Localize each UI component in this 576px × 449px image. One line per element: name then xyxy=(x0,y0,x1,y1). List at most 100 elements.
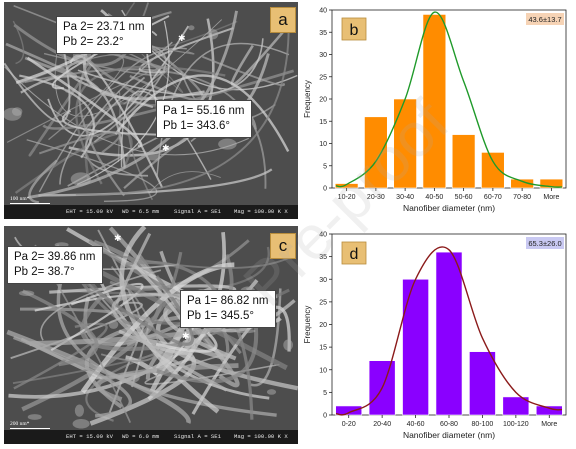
fiber-bead xyxy=(27,414,42,420)
stat-label: 65.3±26.0 xyxy=(528,239,561,248)
sem-footer-a: EHT = 15.00 kV WD = 6.5 mm Signal A = SE… xyxy=(4,205,298,219)
footer-signal: Signal A = SE1 xyxy=(174,433,221,440)
x-tick-label: 40-50 xyxy=(425,194,443,201)
scale-bar-c: 200 nm* xyxy=(10,421,50,429)
scale-label: 200 nm* xyxy=(10,421,30,427)
x-tick-label: 100-120 xyxy=(503,421,529,428)
y-tick-label: 10 xyxy=(319,367,327,374)
y-tick-label: 15 xyxy=(319,345,327,352)
histogram-bar xyxy=(402,278,429,416)
fiber-strand xyxy=(111,292,228,392)
fiber-strand xyxy=(19,54,125,141)
annotation-a-top: Pa 2= 23.71 nm Pb 2= 23.2° xyxy=(56,16,152,54)
histogram-d: 0 5 10 15 20 25 30 35 40 0-20 20-40 40-60 60-80 80-10… xyxy=(300,224,576,449)
measure-marker-icon: ✱ xyxy=(178,33,186,43)
x-axis-label: Nanofiber diameter (nm) xyxy=(403,430,495,440)
x-tick-label: 50-60 xyxy=(455,194,473,201)
annotation-line: Pa 2= 23.71 nm xyxy=(63,21,145,33)
y-tick-label: 25 xyxy=(319,299,327,306)
x-tick-label: 0-20 xyxy=(342,421,356,428)
fiber-bead xyxy=(18,290,35,296)
y-tick-label: 5 xyxy=(323,390,327,397)
scale-bar-a: 100 nm* xyxy=(10,196,50,204)
x-tick-label: 20-40 xyxy=(373,421,391,428)
fiber-strand xyxy=(22,289,99,367)
histogram-bar xyxy=(422,14,447,189)
fiber-bead xyxy=(233,328,256,334)
histogram-bar xyxy=(451,134,476,189)
y-tick-label: 40 xyxy=(319,8,327,15)
annotation-a-bottom: Pa 1= 55.16 nm Pb 1= 343.6° xyxy=(156,100,252,138)
y-tick-label: 0 xyxy=(323,413,327,420)
fiber-bead xyxy=(70,172,92,186)
measure-marker-icon: ✱ xyxy=(182,331,190,341)
fiber-strand xyxy=(155,331,218,353)
fiber-strand xyxy=(20,75,126,168)
x-tick-label: More xyxy=(543,194,559,201)
annotation-c-bottom: Pa 1= 86.82 nm Pb 1= 345.5° xyxy=(180,290,276,328)
fiber-strand xyxy=(64,265,195,346)
fiber-bead xyxy=(283,339,294,351)
x-axis-label: Nanofiber diameter (nm) xyxy=(403,203,495,213)
panel-letter-box xyxy=(341,241,367,265)
fiber-strand xyxy=(54,19,223,117)
fiber-bead xyxy=(100,91,116,97)
y-tick-label: 10 xyxy=(319,141,327,148)
fiber-strand xyxy=(77,38,264,96)
panel-letter: b xyxy=(350,22,359,39)
annotation-line: Pb 1= 345.5° xyxy=(187,310,254,322)
y-tick-label: 40 xyxy=(319,232,327,239)
fiber-strand xyxy=(26,56,143,148)
sem-footer-c: EHT = 15.00 kV WD = 6.0 mm Signal A = SE… xyxy=(4,430,298,444)
stat-label: 43.6±13.7 xyxy=(528,15,561,24)
fiber-strand xyxy=(38,131,121,155)
x-tick-label: 30-40 xyxy=(396,194,414,201)
annotation-line: Pb 2= 38.7° xyxy=(14,266,75,278)
footer-wd: WD = 6.0 mm xyxy=(122,433,159,440)
fiber-strand xyxy=(59,41,173,185)
x-tick-label: More xyxy=(541,421,557,428)
sem-image-c: Pa 2= 39.86 nm Pb 2= 38.7° Pa 1= 86.82 n… xyxy=(4,226,298,444)
histogram-bar xyxy=(481,152,505,189)
fiber-strand xyxy=(40,269,162,341)
fiber-bead xyxy=(218,138,237,150)
x-tick-label: 60-80 xyxy=(440,421,458,428)
fiber-strand xyxy=(76,20,170,186)
annotation-line: Pb 1= 343.6° xyxy=(163,120,230,132)
x-tick-label: 80-100 xyxy=(472,421,494,428)
fiber-bead xyxy=(72,419,90,429)
stat-badge xyxy=(526,237,564,249)
fiber-bead xyxy=(207,28,219,40)
y-tick-label: 25 xyxy=(319,74,327,81)
x-tick-label: 10-20 xyxy=(338,194,356,201)
fit-curve xyxy=(335,246,563,416)
y-tick-label: 20 xyxy=(319,322,327,329)
panel-letter-a: a xyxy=(270,7,296,33)
scale-line xyxy=(10,428,50,429)
fiber-strand xyxy=(12,335,132,418)
histogram-b: 0 5 10 15 20 25 30 35 40 10-20 20-30 30-40 40-50 50-6… xyxy=(300,0,576,222)
y-tick-label: 30 xyxy=(319,277,327,284)
fiber-bead xyxy=(74,404,84,417)
fiber-strand xyxy=(29,326,222,347)
y-axis-label: Frequency xyxy=(303,306,312,344)
histogram-d-svg: 0 5 10 15 20 25 30 35 40 0-20 20-40 40-60 60-80 80-10… xyxy=(303,232,567,440)
fiber-strand xyxy=(6,329,191,424)
panel-letter: d xyxy=(350,246,359,263)
footer-mag: Mag = 100.00 K X xyxy=(234,433,288,440)
scale-label: 100 nm* xyxy=(10,196,30,202)
stat-badge xyxy=(526,13,564,25)
measure-marker-icon: ✱ xyxy=(114,233,122,243)
y-tick-label: 30 xyxy=(319,52,327,59)
fiber-strand xyxy=(182,339,229,361)
panel-letter-box xyxy=(341,17,367,41)
measure-marker-icon: ✱ xyxy=(162,143,170,153)
fiber-strand xyxy=(5,42,77,78)
fiber-strand xyxy=(93,249,292,269)
fiber-bead xyxy=(108,320,119,329)
footer-signal: Signal A = SE1 xyxy=(174,208,221,215)
fiber-strand xyxy=(114,74,290,153)
fiber-strand xyxy=(113,232,152,309)
fiber-bead xyxy=(146,154,161,161)
histogram-b-svg: 0 5 10 15 20 25 30 35 40 10-20 20-30 30-40 40-50 50-6… xyxy=(303,8,567,213)
